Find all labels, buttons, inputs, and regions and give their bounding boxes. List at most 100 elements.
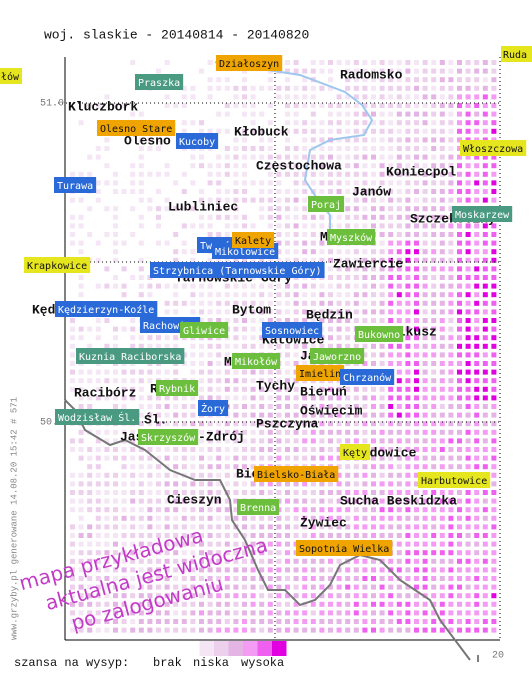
chance-cell <box>414 111 419 117</box>
chance-cell <box>250 300 256 306</box>
chance-cell <box>396 240 402 246</box>
place-box <box>308 196 345 212</box>
chance-cell <box>422 515 428 521</box>
chance-cell <box>181 567 187 573</box>
chance-cell <box>362 524 368 530</box>
place-box <box>54 177 97 193</box>
chance-cell <box>113 472 118 478</box>
chance-cell <box>379 567 385 573</box>
chance-cell <box>431 576 437 581</box>
chance-cell <box>345 627 351 633</box>
chance-cell <box>293 214 299 220</box>
chance-cell <box>422 352 428 358</box>
chance-cell <box>362 60 368 65</box>
chance-cell <box>224 171 230 177</box>
chance-cell <box>164 515 170 521</box>
chance-cell <box>396 481 402 487</box>
chance-cell <box>396 275 402 280</box>
chance-cell <box>87 584 93 590</box>
chance-cell <box>474 438 480 444</box>
chance-cell <box>242 395 247 401</box>
chance-cell <box>156 567 161 573</box>
chance-cell <box>396 214 402 220</box>
chance-cell <box>414 283 419 289</box>
chance-cell <box>465 197 471 203</box>
chance-cell <box>130 343 136 349</box>
town-name: Częstochowa <box>256 158 342 173</box>
chance-cell <box>156 481 161 487</box>
chance-cell <box>388 421 394 427</box>
chance-cell <box>431 515 437 521</box>
chance-cell <box>414 619 419 624</box>
chance-cell <box>379 429 385 435</box>
chance-cell <box>190 352 196 358</box>
chance-cell <box>431 421 437 427</box>
place-tag: Wodzisław Śl. <box>55 409 140 425</box>
chance-cell <box>70 232 75 237</box>
chance-cell <box>216 318 222 323</box>
chance-cell <box>173 576 179 581</box>
chance-cell <box>310 309 316 315</box>
chance-cell <box>285 498 290 504</box>
chance-cell <box>224 524 230 530</box>
chance-cell <box>328 60 333 65</box>
chance-cell <box>242 610 247 616</box>
chance-cell <box>474 550 480 556</box>
chance-cell <box>439 137 445 143</box>
chance-cell <box>181 171 187 177</box>
chance-cell <box>78 386 84 392</box>
chance-cell <box>147 515 153 521</box>
chance-cell <box>353 490 359 495</box>
chance-cell <box>87 567 93 573</box>
chance-cell <box>293 154 299 160</box>
chance-cell <box>199 421 204 427</box>
legend-high: wysoka <box>241 656 284 670</box>
chance-cell <box>242 300 247 306</box>
chance-cell <box>482 266 488 272</box>
chance-cell <box>113 490 118 495</box>
chance-cell <box>371 524 376 530</box>
chance-cell <box>173 283 179 289</box>
chance-cell <box>414 249 419 255</box>
chance-cell <box>95 197 101 203</box>
chance-cell <box>70 214 75 220</box>
chance-cell <box>242 257 247 263</box>
chance-cell <box>207 541 213 547</box>
chance-cell <box>302 619 308 624</box>
chance-cell <box>190 180 196 186</box>
chance-cell <box>224 386 230 392</box>
chance-cell <box>138 197 144 203</box>
chance-cell <box>362 395 368 401</box>
chance-cell <box>328 77 333 83</box>
chance-cell <box>250 103 256 108</box>
chance-cell <box>78 171 84 177</box>
chance-cell <box>396 498 402 504</box>
chance-cell <box>405 352 411 358</box>
chance-cell <box>414 163 419 169</box>
chance-cell <box>78 567 84 573</box>
chance-cell <box>224 369 230 375</box>
chance-cell <box>267 386 273 392</box>
chance-cell <box>448 558 454 564</box>
chance-cell <box>439 154 445 160</box>
chance-cell <box>130 507 136 513</box>
chance-cell <box>250 481 256 487</box>
chance-cell <box>113 343 118 349</box>
chance-cell <box>199 498 204 504</box>
chance-cell <box>130 619 136 624</box>
chance-cell <box>474 515 480 521</box>
chance-cell <box>78 223 84 229</box>
chance-cell <box>113 326 118 332</box>
chance-cell <box>164 343 170 349</box>
chance-cell <box>121 369 127 375</box>
chance-cell <box>285 369 290 375</box>
chance-cell <box>482 163 488 169</box>
chance-cell <box>95 146 101 151</box>
chance-cell <box>199 558 204 564</box>
chance-cell <box>448 120 454 126</box>
chance-cell <box>138 412 144 418</box>
chance-cell <box>474 257 480 263</box>
chance-cell <box>482 318 488 323</box>
chance-cell <box>242 326 247 332</box>
chance-cell <box>379 180 385 186</box>
